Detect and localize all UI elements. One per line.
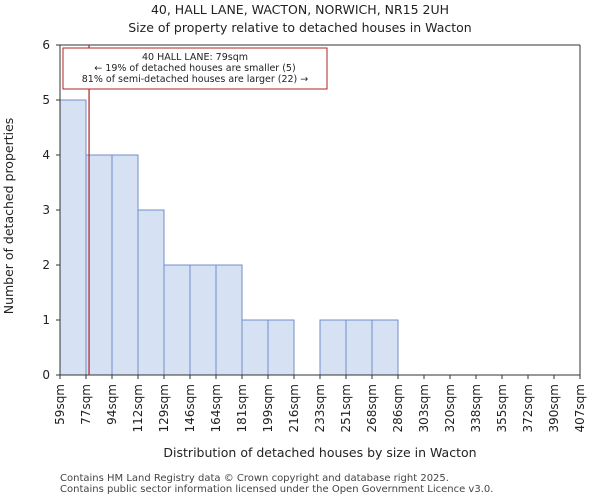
x-tick-label: 303sqm (417, 384, 431, 432)
x-tick-label: 233sqm (313, 384, 327, 432)
y-tick-label: 3 (42, 203, 50, 217)
histogram-bar (59, 99, 87, 376)
footer-copyright: Contains HM Land Registry data © Crown c… (60, 473, 449, 484)
y-tick-label: 2 (42, 258, 50, 272)
x-tick-label: 320sqm (443, 384, 457, 432)
histogram-bar (85, 154, 113, 376)
x-tick-label: 77sqm (79, 384, 93, 425)
x-tick-label: 268sqm (365, 384, 379, 432)
chart-title: 40, HALL LANE, WACTON, NORWICH, NR15 2UH (150, 2, 450, 17)
histogram-bar (137, 209, 165, 376)
y-tick-label: 1 (42, 313, 50, 327)
x-axis-label: Distribution of detached houses by size … (163, 445, 476, 460)
annotation-line3: 81% of semi-detached houses are larger (… (82, 74, 309, 85)
annotation-box: 40 HALL LANE: 79sqm ← 19% of detached ho… (62, 47, 328, 90)
histogram-bar (111, 154, 139, 376)
histogram-bar (241, 319, 269, 376)
x-ticks: 59sqm 77sqm 94sqm 112sqm 129sqm 146sqm 164sqm 1… (53, 375, 587, 432)
x-tick-label: 286sqm (391, 384, 405, 432)
annotation-line1: 40 HALL LANE: 79sqm (142, 52, 248, 63)
chart-subtitle: Size of property relative to detached ho… (128, 20, 472, 35)
y-tick-label: 0 (42, 368, 50, 382)
x-tick-label: 94sqm (105, 384, 119, 425)
y-tick-label: 4 (42, 148, 50, 162)
histogram-bar (215, 264, 243, 376)
annotation-line2: ← 19% of detached houses are smaller (5) (94, 63, 295, 74)
x-tick-label: 164sqm (209, 384, 223, 432)
y-tick-label: 5 (42, 93, 50, 107)
x-tick-label: 181sqm (235, 384, 249, 432)
histogram-bar (189, 264, 217, 376)
x-tick-label: 59sqm (53, 384, 67, 425)
bars-layer (59, 99, 399, 376)
x-tick-label: 146sqm (183, 384, 197, 432)
histogram-bar (163, 264, 191, 376)
x-tick-label: 338sqm (469, 384, 483, 432)
x-tick-label: 407sqm (573, 384, 587, 432)
histogram-bar (371, 319, 399, 376)
x-tick-label: 112sqm (131, 384, 145, 432)
x-tick-label: 355sqm (495, 384, 509, 432)
x-tick-label: 199sqm (261, 384, 275, 432)
x-tick-label: 390sqm (547, 384, 561, 432)
annotation-border (62, 47, 328, 90)
footer-licence: Contains public sector information licen… (60, 484, 494, 495)
histogram-bar (267, 319, 295, 376)
x-tick-label: 251sqm (339, 384, 353, 432)
y-axis-label: Number of detached properties (1, 118, 16, 315)
y-tick-label: 6 (42, 38, 50, 52)
x-tick-label: 129sqm (157, 384, 171, 432)
histogram-bar (319, 319, 347, 376)
x-tick-label: 372sqm (521, 384, 535, 432)
histogram-bar (345, 319, 373, 376)
y-ticks: 0 1 2 3 4 5 6 (42, 38, 60, 382)
x-tick-label: 216sqm (287, 384, 301, 432)
